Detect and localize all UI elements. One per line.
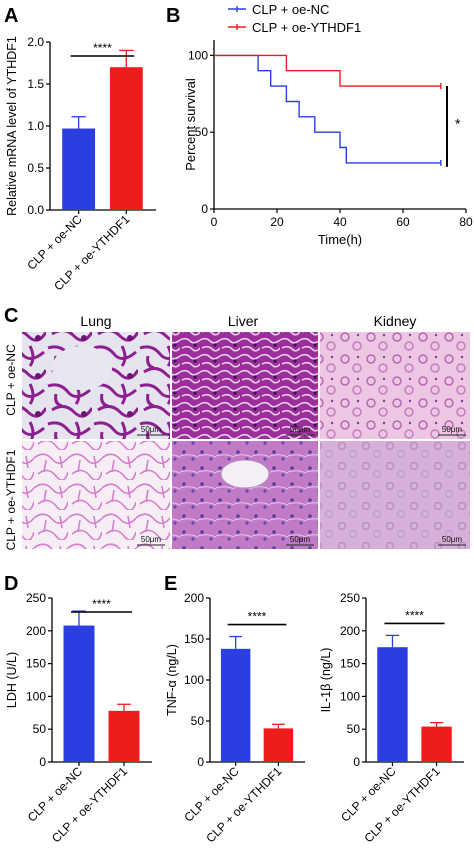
panel-letter-e: E: [164, 573, 177, 595]
alveolar-space-shape: [52, 346, 112, 390]
significance-label: ****: [92, 597, 111, 611]
y-axis-title: Relative mRNA level of YTHDF1: [5, 36, 19, 216]
y-tick-label: 0: [353, 755, 360, 769]
histology-row-oe-ythdf1: CLP + oe-YTHDF1: [4, 449, 18, 550]
panel-letter-c: C: [4, 305, 18, 327]
y-axis-title: IL-1β (ng/L): [319, 648, 333, 713]
y-tick-label: 0: [201, 202, 208, 216]
x-tick-label: CLP + oe-YTHDF1: [49, 764, 130, 845]
x-tick-label: 80: [459, 215, 473, 229]
x-tick-label: 0: [211, 215, 218, 229]
y-tick-label: 2.0: [27, 35, 44, 49]
x-tick-label: 20: [270, 215, 284, 229]
bar-chart-ythdf1-mrna: 0.0 0.5 1.0 1.5 2.0 Relative mRNA level of YT…: [5, 35, 156, 293]
bar: [220, 648, 251, 762]
significance-label: ****: [405, 608, 424, 622]
survival-curve-chart: 0 50 100 0 20 40 60 80 Time(h) Percent survival CL…: [183, 2, 473, 247]
y-tick-label: 200: [184, 591, 204, 605]
y-tick-label: 200: [340, 624, 360, 638]
histology-image-lung-oe-ythdf1: [22, 441, 170, 549]
y-tick-label: 50: [191, 714, 205, 728]
histology-image-liver-oe-ythdf1: [172, 441, 318, 549]
y-tick-label: 150: [340, 657, 360, 671]
bar: [109, 67, 143, 210]
y-tick-label: 50: [33, 722, 47, 736]
x-tick-label: CLP + oe-YTHDF1: [361, 764, 442, 845]
y-axis-title: LDH (U/L): [5, 652, 19, 708]
y-tick-label: 0.0: [27, 203, 44, 217]
y-tick-label: 250: [340, 591, 360, 605]
bar: [377, 647, 408, 762]
bar: [108, 710, 140, 762]
y-tick-label: 100: [340, 689, 360, 703]
histology-panel: Lung Liver Kidney CLP + oe-NC CLP + oe-Y…: [4, 313, 470, 550]
y-axis-title: TNF-α (ng/L): [165, 644, 179, 716]
histology-row-oe-nc: CLP + oe-NC: [4, 344, 18, 416]
histology-image-kidney-oe-ythdf1: [320, 441, 470, 549]
histology-image-kidney-oe-nc: [320, 332, 470, 439]
survival-line: [214, 54, 441, 87]
y-tick-label: 100: [26, 689, 46, 703]
significance-label: ****: [93, 41, 112, 55]
x-tick-label: 60: [396, 215, 410, 229]
panel-letter-a: A: [4, 5, 18, 27]
y-tick-label: 0: [39, 755, 46, 769]
scale-bar-label: 50μm: [290, 535, 311, 544]
y-tick-label: 150: [184, 632, 204, 646]
histology-image-liver-oe-nc: [172, 332, 318, 439]
y-tick-label: 1.0: [27, 119, 44, 133]
bar: [421, 726, 452, 762]
scale-bars: 50μm 50μm 50μm 50μm 50μm 50μm: [137, 425, 466, 546]
histology-column-liver: Liver: [228, 313, 259, 329]
significance-label: ****: [248, 610, 267, 624]
scale-bar-label: 50μm: [141, 535, 162, 544]
survival-line: [214, 54, 441, 164]
y-tick-label: 50: [347, 722, 361, 736]
histology-column-kidney: Kidney: [374, 313, 417, 329]
panel-letter-b: B: [166, 5, 180, 27]
y-tick-label: 100: [184, 673, 204, 687]
bar: [62, 128, 96, 210]
x-axis-title: Time(h): [318, 232, 362, 247]
x-tick-label: CLP + oe-YTHDF1: [203, 764, 284, 845]
y-tick-label: 0: [197, 755, 204, 769]
central-vein-shape: [220, 459, 270, 489]
legend-label: CLP + oe-YTHDF1: [252, 20, 361, 35]
scale-bar-label: 50μm: [141, 425, 162, 434]
bar: [63, 625, 95, 762]
y-tick-label: 100: [188, 48, 208, 62]
legend-label: CLP + oe-NC: [252, 2, 329, 17]
y-tick-label: 0.5: [27, 161, 44, 175]
y-tick-label: 1.5: [27, 77, 44, 91]
y-tick-label: 250: [26, 591, 46, 605]
scale-bar-label: 50μm: [442, 425, 463, 434]
histology-column-lung: Lung: [80, 313, 111, 329]
bar: [263, 728, 294, 762]
scale-bar-label: 50μm: [290, 425, 311, 434]
significance-label: *: [455, 116, 461, 132]
y-tick-label: 150: [26, 657, 46, 671]
y-tick-label: 200: [26, 624, 46, 638]
y-tick-label: 50: [195, 125, 209, 139]
scale-bar-label: 50μm: [442, 535, 463, 544]
y-axis-title: Percent survival: [183, 78, 198, 171]
panel-letter-d: D: [4, 573, 18, 595]
x-tick-label: 40: [333, 215, 347, 229]
